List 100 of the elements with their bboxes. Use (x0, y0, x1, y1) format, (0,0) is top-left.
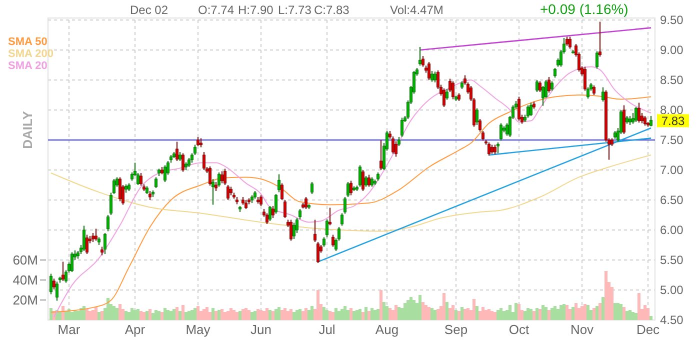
bar (196, 306, 200, 320)
bar (538, 309, 542, 320)
bar (238, 311, 242, 320)
candlestick (536, 80, 538, 92)
candlestick (598, 21, 602, 58)
bar (476, 306, 478, 320)
candlestick (518, 96, 520, 122)
bar (448, 308, 452, 320)
bar (250, 312, 254, 320)
candlestick (104, 232, 106, 254)
bar (460, 307, 464, 320)
bar (50, 308, 52, 320)
bar (638, 293, 640, 320)
bar (146, 311, 148, 320)
bar (68, 309, 70, 320)
x-tick-label: Jun (250, 322, 272, 337)
bar (346, 310, 350, 320)
bar (364, 307, 368, 320)
text: L:7.73 (278, 3, 312, 17)
bar (530, 309, 532, 320)
bar (334, 308, 338, 320)
candlestick (292, 222, 296, 240)
bar (436, 309, 440, 320)
candlestick (434, 71, 436, 83)
candlestick (316, 242, 320, 264)
bar (248, 310, 250, 320)
text: SMA 200 (8, 48, 54, 60)
candlestick (488, 142, 490, 156)
candlestick (82, 225, 86, 252)
candlestick (442, 88, 446, 108)
text: H:7.90 (238, 3, 274, 17)
candlestick (638, 102, 640, 124)
bar (298, 309, 302, 320)
y-tick-label: 4.50 (660, 313, 684, 328)
bar (268, 310, 272, 320)
candlestick (274, 194, 278, 214)
bar (394, 305, 398, 320)
bar (316, 290, 320, 320)
candlestick (328, 207, 332, 226)
bar (100, 311, 104, 320)
candlestick (350, 180, 352, 196)
bar (58, 312, 62, 320)
candlestick (568, 36, 572, 50)
y-tick-label: 9.00 (660, 43, 684, 58)
bar (544, 307, 548, 320)
candlestick (50, 273, 52, 295)
candlestick (272, 206, 274, 218)
bar (584, 304, 586, 320)
bar (550, 308, 554, 320)
candlestick (494, 144, 496, 155)
candlestick (112, 178, 116, 194)
candlestick (284, 200, 286, 218)
bar (106, 298, 110, 320)
bar (152, 313, 154, 320)
candlestick (310, 182, 314, 194)
bar (418, 295, 422, 320)
candlestick (530, 102, 532, 116)
candlestick (400, 117, 404, 138)
bar (272, 311, 274, 320)
candlestick (446, 88, 448, 100)
bar (178, 311, 182, 320)
candlestick (314, 219, 316, 242)
text: SMA 20 (8, 60, 48, 72)
bar (614, 303, 616, 320)
bar (644, 305, 646, 320)
bar (388, 308, 392, 320)
text: +0.09 (1.16%) (540, 1, 628, 17)
x-tick-label: Mar (58, 322, 81, 337)
y-tick-label: 5.50 (660, 253, 684, 268)
bar (236, 312, 238, 320)
candlestick (154, 176, 158, 188)
bar (496, 310, 500, 320)
bar (164, 308, 166, 320)
bar (158, 311, 160, 320)
bar (94, 307, 98, 320)
bar (478, 311, 482, 320)
bar (184, 312, 188, 320)
candlestick (596, 50, 598, 70)
bar (274, 309, 278, 320)
bar (380, 290, 382, 320)
bar (220, 309, 224, 320)
bar (398, 307, 400, 320)
bar (64, 311, 68, 320)
bar (598, 303, 602, 320)
candlestick (476, 108, 478, 126)
candlestick (538, 80, 542, 92)
y-tick-label: 6.00 (660, 223, 684, 238)
bar (310, 306, 314, 320)
bar (368, 311, 370, 320)
bar (328, 311, 332, 320)
bar (562, 304, 566, 320)
bar (422, 302, 424, 320)
candlestick (298, 208, 302, 220)
bar (160, 312, 164, 320)
bar (548, 310, 550, 320)
bar (524, 311, 526, 320)
bar (560, 305, 562, 320)
y2-tick-label: 20M (12, 292, 38, 308)
y-tick-label: 7.00 (660, 163, 684, 178)
bar (232, 310, 236, 320)
